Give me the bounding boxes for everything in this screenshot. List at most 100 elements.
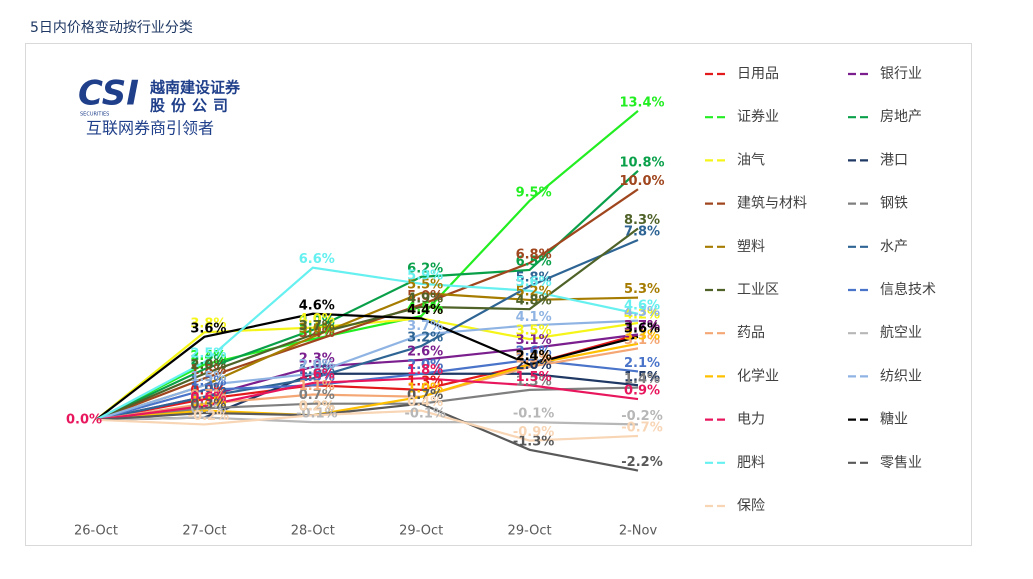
data-label: 0.9% — [624, 384, 660, 399]
data-label: 3.5% — [299, 324, 335, 339]
logo: CSI SECURITIES 越南建设证券 股份公司 互联网券商引领者 — [78, 74, 241, 138]
data-label: 6.2% — [407, 261, 443, 276]
data-label: 2.3% — [516, 351, 552, 366]
data-label: 1.0% — [407, 381, 443, 396]
series-line — [95, 347, 639, 421]
series-line — [95, 386, 639, 421]
legend-label: 保险 — [737, 498, 765, 514]
data-label: -0.1% — [404, 407, 445, 422]
data-label: 0.3% — [190, 397, 226, 412]
data-label: 3.3% — [624, 328, 660, 343]
legend-label: 药品 — [737, 325, 765, 341]
data-label: 5.8% — [516, 271, 552, 286]
legend-label: 电力 — [737, 412, 765, 428]
data-label: 2.4% — [190, 349, 226, 364]
logo-name: 股份公司 — [150, 97, 234, 115]
series-line — [95, 266, 639, 421]
data-label: 0.2% — [299, 400, 335, 415]
data-label: 1.8% — [190, 363, 226, 378]
chart-title: 5日内价格变动按行业分类 — [30, 20, 193, 36]
data-label: 3.6% — [299, 321, 335, 336]
x-tick-label: 29-Oct — [508, 524, 552, 539]
data-label: 2.0% — [516, 358, 552, 373]
x-tick-label: 26-Oct — [74, 524, 118, 539]
data-label: 6.6% — [299, 252, 335, 267]
data-label: 5.6% — [516, 275, 552, 290]
data-label: 4.5% — [407, 301, 443, 316]
data-label: 0.0% — [66, 412, 102, 427]
data-label: 2.6% — [516, 344, 552, 359]
series-line — [95, 238, 639, 421]
data-label: 13.4% — [619, 95, 664, 110]
data-label: 6.8% — [516, 248, 552, 263]
data-label: 4.9% — [407, 291, 443, 306]
data-label: 1.8% — [407, 363, 443, 378]
data-label: 10.0% — [619, 174, 664, 189]
legend-label: 零售业 — [880, 455, 922, 471]
x-tick-label: 2-Nov — [619, 524, 658, 539]
data-label: 1.5% — [299, 370, 335, 385]
logo-slogan: 互联网券商引领者 — [86, 119, 214, 138]
chart-frame — [25, 43, 972, 546]
legend-label: 钢铁 — [880, 196, 908, 212]
data-label: 8.3% — [624, 213, 660, 228]
data-label: 1.3% — [407, 374, 443, 389]
data-label: 6.5% — [516, 254, 552, 269]
legend-label: 糖业 — [880, 412, 908, 428]
logo-sub: SECURITIES — [80, 112, 109, 118]
data-label: 3.1% — [516, 333, 552, 348]
series-line — [95, 319, 639, 421]
data-label: 0.2% — [299, 400, 335, 415]
data-label: 7.8% — [624, 225, 660, 240]
series-line — [95, 402, 639, 472]
data-label: -0.7% — [621, 420, 662, 435]
legend-label: 油气 — [737, 152, 765, 168]
data-label: -0.2% — [621, 409, 662, 424]
data-label: 2.0% — [299, 358, 335, 373]
data-label: 1.4% — [624, 372, 660, 387]
series-line — [95, 312, 639, 421]
data-label: 1.3% — [190, 374, 226, 389]
data-label: 0.7% — [407, 388, 443, 403]
series-line — [95, 227, 639, 421]
legend-label: 建筑与材料 — [737, 196, 807, 212]
data-label: 4.8% — [516, 294, 552, 309]
data-label: 1.8% — [299, 363, 335, 378]
data-label: 1.5% — [516, 370, 552, 385]
data-label: 5.0% — [407, 289, 443, 304]
data-label: 3.6% — [190, 321, 226, 336]
data-label: -2.2% — [621, 455, 662, 470]
data-label: 1.5% — [190, 370, 226, 385]
legend-label: 银行业 — [880, 66, 922, 82]
data-label: 3.4% — [299, 326, 335, 341]
data-label: 0.1% — [190, 402, 226, 417]
data-label: 1.0% — [407, 381, 443, 396]
legend-label: 肥料 — [737, 455, 765, 471]
data-label: 1.0% — [190, 381, 226, 396]
data-label: 4.0% — [299, 312, 335, 327]
data-label: 2.4% — [516, 349, 552, 364]
legend-label: 信息技术 — [880, 281, 936, 298]
data-label: 3.7% — [624, 319, 660, 334]
data-label: 2.0% — [190, 358, 226, 373]
legend-label: 化学业 — [737, 368, 779, 384]
data-label: 1.5% — [190, 370, 226, 385]
logo-name: 越南建设证券 — [149, 79, 241, 97]
legend-label: 航空业 — [880, 325, 922, 341]
data-label: 3.2% — [407, 331, 443, 346]
data-label: -0.9% — [513, 425, 554, 440]
series-line — [95, 416, 639, 426]
x-tick-label: 27-Oct — [182, 524, 226, 539]
data-label: -0.1% — [296, 407, 337, 422]
data-label: -0.1% — [513, 407, 554, 422]
logo-mark: CSI — [78, 74, 139, 114]
data-label: 0.4% — [190, 395, 226, 410]
data-label: 1.6% — [299, 367, 335, 382]
data-label: 0.7% — [190, 388, 226, 403]
data-label: 9.5% — [516, 185, 552, 200]
data-label: 0.4% — [407, 395, 443, 410]
data-label: 4.4% — [407, 303, 443, 318]
data-label: 0.5% — [190, 393, 226, 408]
